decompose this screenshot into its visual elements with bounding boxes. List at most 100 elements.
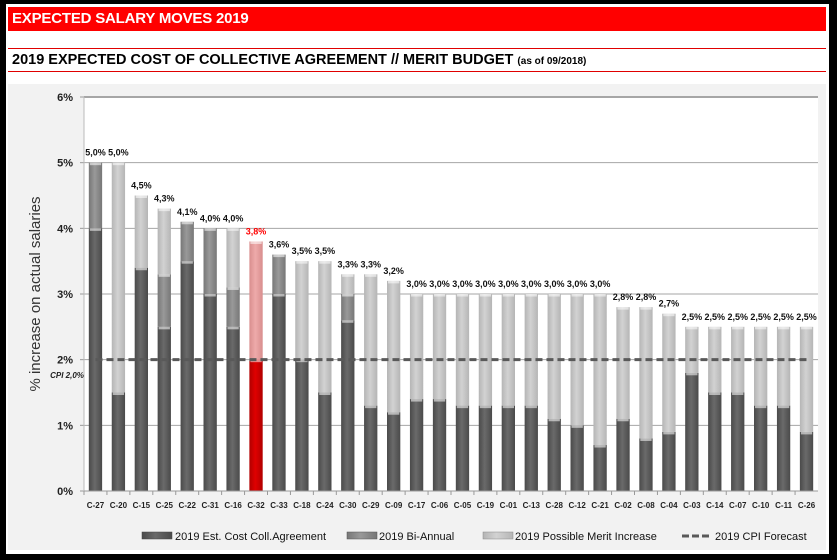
bar-segment-highlight: [135, 267, 147, 271]
x-tick-label: C-24: [316, 501, 334, 510]
bar-segment-highlight: [410, 294, 423, 297]
bar-segment-coll-agreement: [249, 359, 263, 491]
legend-swatch-coll-agreement: [141, 531, 173, 540]
bar-segment-bi-annual: [180, 221, 194, 262]
bar-segment-coll-agreement: [547, 418, 561, 491]
bar-segment-highlight: [181, 221, 193, 225]
bar-segment-highlight: [158, 208, 170, 212]
bar-segment-highlight: [204, 294, 216, 297]
y-tick-label: 5%: [57, 158, 73, 170]
bar-segment-highlight: [181, 261, 193, 264]
bar-segment-highlight: [365, 274, 377, 277]
total-label: 4,0%: [200, 213, 221, 223]
page-title-banner: EXPECTED SALARY MOVES 2019: [8, 7, 826, 31]
legend-label-bi-annual: 2019 Bi-Annual: [379, 531, 454, 543]
bar-segment-coll-agreement: [593, 445, 607, 491]
bar-segment-highlight: [548, 294, 560, 297]
bar-segment-merit: [662, 313, 676, 432]
bar-segment-merit: [249, 241, 263, 360]
bar-segment-highlight: [479, 405, 492, 409]
bar-segment-highlight: [135, 195, 147, 198]
bar-segment-merit: [387, 280, 401, 413]
bar-segment-coll-agreement: [432, 399, 447, 491]
bar-segment-highlight: [617, 307, 629, 310]
total-label: 2,8%: [636, 292, 657, 302]
x-tick-label: C-10: [752, 501, 770, 510]
total-label: 3,5%: [292, 246, 313, 256]
bar-segment-coll-agreement: [776, 405, 791, 491]
x-tick-label: C-13: [523, 501, 541, 510]
x-tick-label: C-20: [110, 501, 128, 510]
bar-segment-highlight: [227, 287, 239, 290]
bar-segment-coll-agreement: [524, 405, 538, 491]
x-tick-label: C-33: [270, 501, 288, 510]
bar-segment-bi-annual: [88, 162, 103, 229]
bar-segment-highlight: [594, 294, 606, 297]
bar-segment-highlight: [456, 405, 469, 409]
bar-segment-highlight: [89, 228, 102, 231]
bar-segment-highlight: [800, 431, 813, 435]
bar-segment-highlight: [777, 405, 790, 409]
x-tick-label: C-12: [568, 501, 586, 510]
bar-segment-merit: [570, 294, 584, 426]
bar-segment-coll-agreement: [708, 392, 722, 491]
bar-segment-coll-agreement: [616, 418, 630, 491]
bar-segment-highlight: [640, 307, 652, 310]
bar-segment-bi-annual: [226, 287, 240, 327]
bar-segment-highlight: [388, 280, 400, 284]
bar-segment-highlight: [112, 162, 125, 166]
bar-segment-coll-agreement: [731, 392, 745, 491]
bar-segment-highlight: [319, 261, 331, 264]
x-tick-label: C-09: [385, 501, 403, 510]
total-label: 2,5%: [750, 312, 771, 322]
bar-segment-coll-agreement: [318, 392, 332, 491]
bar-segment-coll-agreement: [409, 399, 424, 491]
bar-segment-highlight: [227, 228, 239, 231]
x-tick-label: C-27: [87, 501, 105, 510]
bar-segment-highlight: [755, 326, 767, 330]
bar-segment-highlight: [296, 261, 308, 264]
bar-segment-bi-annual: [203, 228, 217, 294]
total-label: 2,8%: [613, 292, 634, 302]
bar-segment-highlight: [732, 326, 744, 330]
bar-segment-coll-agreement: [799, 431, 814, 491]
bar-segment-merit: [501, 294, 515, 406]
bar-segment-merit: [295, 261, 309, 360]
bar-segment-highlight: [456, 294, 469, 297]
bar-segment-highlight: [342, 320, 354, 323]
total-label: 2,5%: [796, 312, 817, 322]
x-tick-label: C-30: [339, 501, 357, 510]
y-tick-label: 4%: [57, 223, 73, 235]
total-label: 3,8%: [246, 226, 267, 236]
bar-segment-merit: [134, 195, 148, 268]
x-tick-label: C-08: [637, 501, 655, 510]
bar-segment-highlight: [227, 326, 239, 330]
y-axis: 0% 1% 2% 3% 4% 5% 6%: [57, 92, 85, 498]
bar-segment-highlight: [777, 326, 790, 330]
bar-segment-coll-agreement: [295, 359, 309, 491]
y-tick-label: 1%: [57, 420, 73, 432]
bar-segment-merit: [432, 294, 447, 400]
bar-segment-highlight: [433, 399, 446, 402]
bar-segment-highlight: [663, 313, 675, 317]
bar-segment-merit: [799, 326, 814, 432]
x-tick-label: C-19: [477, 501, 495, 510]
bar-segment-highlight: [686, 372, 698, 376]
bar-segment-merit: [318, 261, 332, 393]
bar-segment-merit: [639, 307, 653, 439]
total-label: 5,0%: [108, 148, 129, 158]
total-label: 3,0%: [544, 279, 565, 289]
total-label: 4,5%: [131, 181, 152, 191]
total-label: 2,5%: [705, 312, 726, 322]
legend-swatch-merit: [482, 531, 514, 540]
chart-title: 2019 EXPECTED COST OF COLLECTIVE AGREEME…: [8, 48, 826, 72]
bar-segment-highlight: [112, 392, 125, 395]
bar-segment-highlight: [732, 392, 744, 395]
bar-segment-merit: [685, 326, 699, 373]
bar-segment-highlight: [319, 392, 331, 395]
bar-segment-highlight: [571, 294, 583, 297]
bar-segment-coll-agreement: [501, 405, 515, 491]
bar-segment-coll-agreement: [364, 405, 378, 491]
x-tick-label: C-17: [408, 501, 426, 510]
y-tick-label: 3%: [57, 289, 73, 301]
